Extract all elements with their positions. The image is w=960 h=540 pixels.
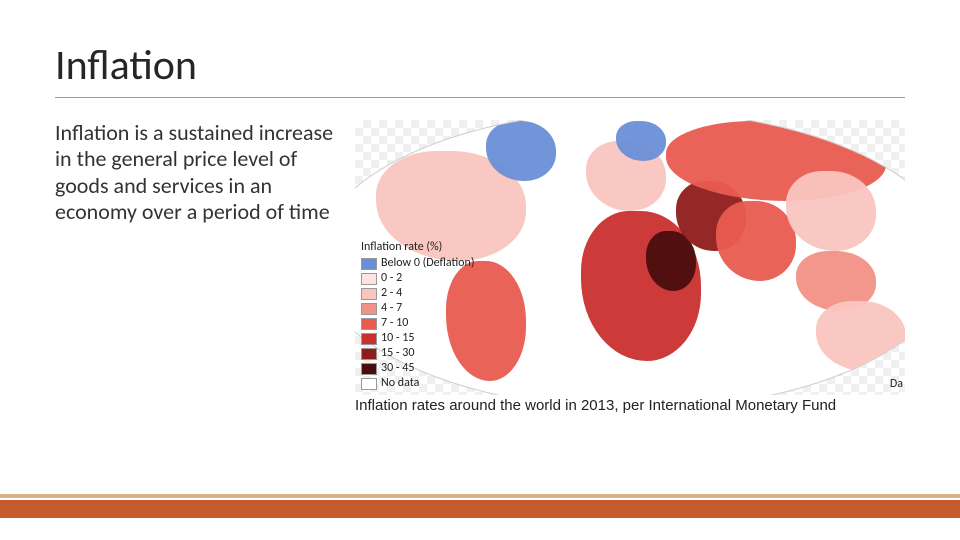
legend-row: Below 0 (Deflation) [361, 256, 474, 271]
legend-swatch [361, 258, 377, 270]
legend-swatch [361, 378, 377, 390]
legend-row: 15 - 30 [361, 346, 474, 361]
legend-label: 30 - 45 [381, 361, 414, 376]
footer-accent-bar [0, 500, 960, 518]
legend-row: 10 - 15 [361, 331, 474, 346]
content-row: Inflation is a sustained increase in the… [55, 120, 905, 414]
slide-title: Inflation [55, 40, 905, 98]
legend-row: No data [361, 376, 474, 391]
legend-row: 4 - 7 [361, 301, 474, 316]
legend-swatch [361, 288, 377, 300]
legend-label: 10 - 15 [381, 331, 414, 346]
map-caption: Inflation rates around the world in 2013… [355, 397, 905, 414]
legend-row: 30 - 45 [361, 361, 474, 376]
legend-label: 7 - 10 [381, 316, 408, 331]
legend-title: Inflation rate (%) [361, 240, 474, 255]
legend-swatch [361, 363, 377, 375]
legend-label: Below 0 (Deflation) [381, 256, 474, 271]
legend-swatch [361, 273, 377, 285]
legend-label: 0 - 2 [381, 271, 402, 286]
legend-label: No data [381, 376, 419, 391]
legend-swatch [361, 318, 377, 330]
world-map: Inflation rate (%) Below 0 (Deflation)0 … [355, 120, 905, 395]
legend-label: 4 - 7 [381, 301, 402, 316]
legend-row: 2 - 4 [361, 286, 474, 301]
legend-swatch [361, 333, 377, 345]
legend-label: 2 - 4 [381, 286, 402, 301]
legend-row: 0 - 2 [361, 271, 474, 286]
region-east-asia [786, 171, 876, 251]
map-figure: Inflation rate (%) Below 0 (Deflation)0 … [355, 120, 905, 414]
legend-label: 15 - 30 [381, 346, 414, 361]
region-south-asia [716, 201, 796, 281]
corner-label: Da [890, 377, 903, 391]
legend-swatch [361, 348, 377, 360]
map-legend: Inflation rate (%) Below 0 (Deflation)0 … [361, 240, 474, 391]
legend-swatch [361, 303, 377, 315]
slide: Inflation Inflation is a sustained incre… [0, 0, 960, 540]
body-text: Inflation is a sustained increase in the… [55, 120, 335, 414]
legend-row: 7 - 10 [361, 316, 474, 331]
region-australia [816, 301, 905, 371]
